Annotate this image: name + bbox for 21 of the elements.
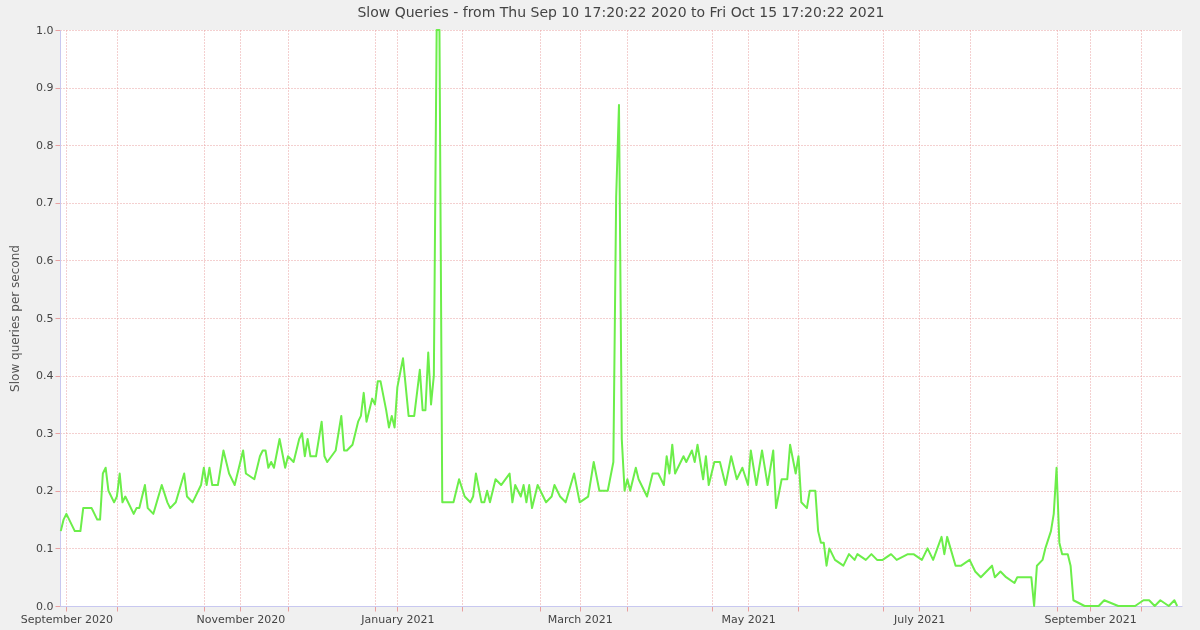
y-axis-title: Slow queries per second: [8, 245, 23, 392]
y-tick-label: 0.3: [36, 426, 54, 440]
y-tick-label: 0.7: [36, 196, 54, 210]
line-series: [59, 29, 1179, 607]
y-tick-label: 1.0: [36, 23, 54, 37]
y-tick-label: 0.0: [36, 599, 54, 613]
chart-title: Slow Queries - from Thu Sep 10 17:20:22 2020 to Fri Oct 15 17:20:22 2021: [357, 4, 885, 20]
x-tick-label: November 2020: [196, 612, 286, 626]
x-tick-label: September 2020: [20, 612, 114, 626]
y-tick-label: 0.8: [36, 138, 54, 152]
y-tick-label: 0.1: [36, 541, 54, 555]
x-tick-label: May 2021: [721, 612, 776, 626]
y-tick-label: 0.4: [36, 369, 54, 383]
x-tick-label: March 2021: [547, 612, 613, 626]
y-tick-label: 0.2: [36, 484, 54, 498]
y-tick-label: 0.9: [36, 81, 54, 95]
y-tick-label: 0.6: [36, 253, 54, 267]
x-tick-label: July 2021: [892, 612, 946, 626]
x-tick-label: September 2021: [1044, 612, 1137, 626]
x-tick-label: January 2021: [360, 612, 435, 626]
y-tick-label: 0.5: [36, 311, 54, 325]
